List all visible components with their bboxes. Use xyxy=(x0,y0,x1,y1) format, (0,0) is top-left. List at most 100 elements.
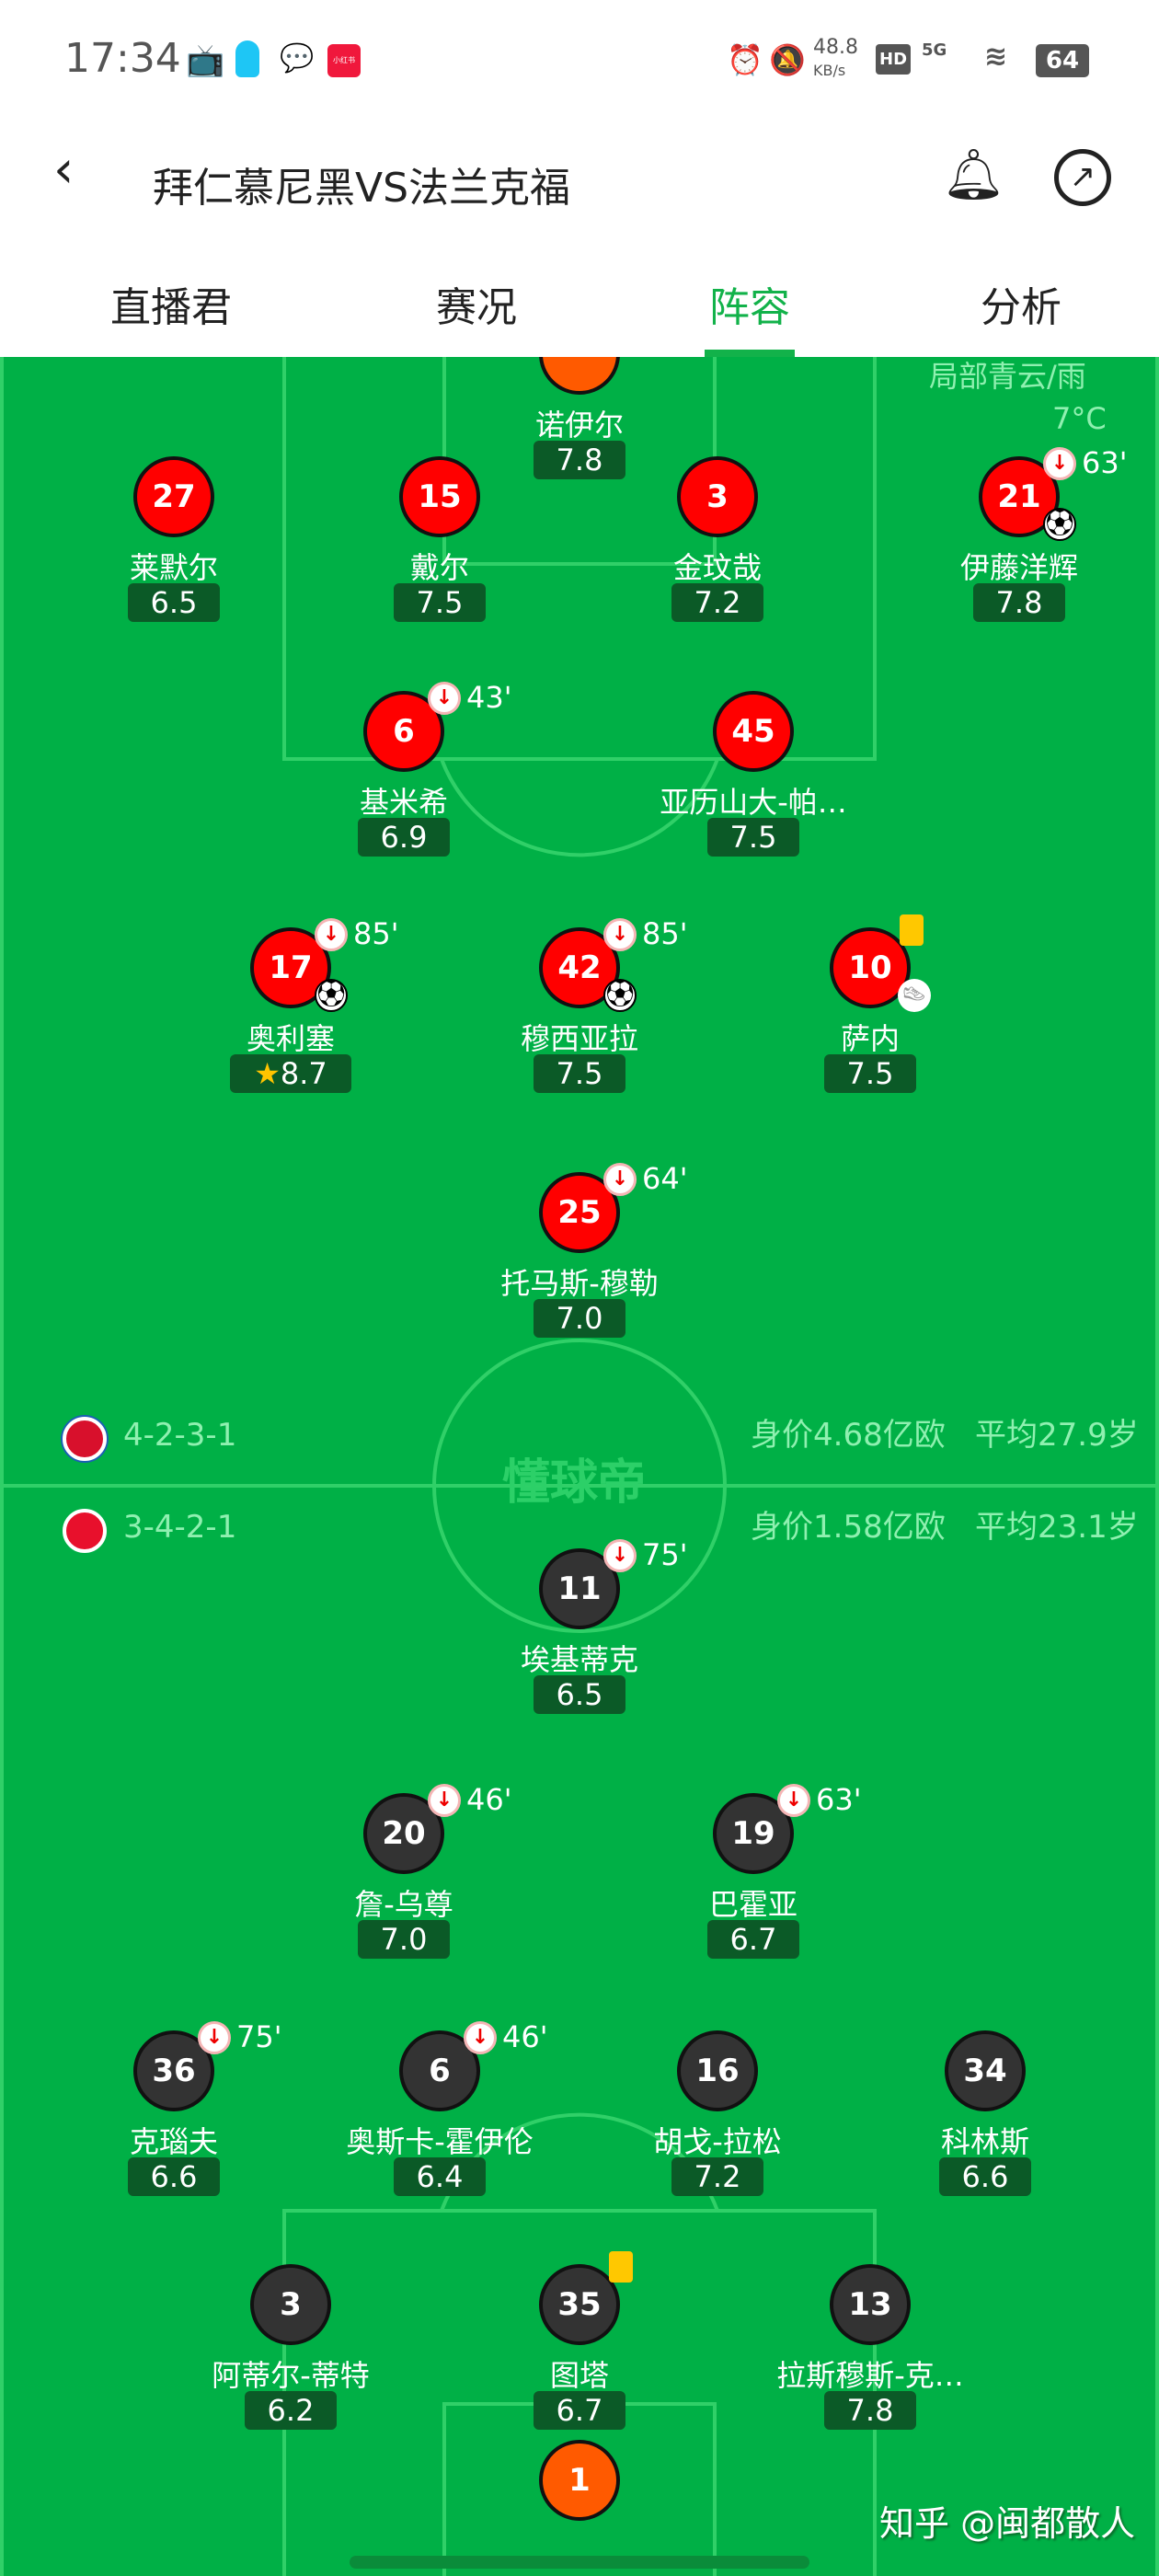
weather-temperature: 7°C xyxy=(1052,401,1107,436)
alarm-icon: ⏰ xyxy=(727,42,763,77)
sub-out-icon: ↓ xyxy=(198,2021,231,2054)
mute-icon: 🔕 xyxy=(769,42,806,77)
goal-ball-icon: ⚽︎ xyxy=(1043,508,1076,541)
sub-minute: 63' xyxy=(1082,445,1128,480)
bell-icon[interactable]: 🔔︎ xyxy=(942,145,1005,203)
sub-minute: 64' xyxy=(642,1161,688,1196)
sub-out-icon: ↓ xyxy=(603,1539,637,1572)
away-formation: 3-4-2-1 xyxy=(123,1509,237,1546)
bayern-logo xyxy=(63,1417,107,1461)
player-name: 诺伊尔 xyxy=(534,408,624,443)
sub-minute: 85' xyxy=(353,916,399,951)
player-rating: 6.4 xyxy=(394,2157,486,2196)
player-name: 阿蒂尔-蒂特 xyxy=(212,2358,370,2393)
player-rating: 6.5 xyxy=(128,583,220,622)
player-name: 埃基蒂克 xyxy=(520,1642,638,1677)
home-indicator xyxy=(350,2556,809,2569)
player-name: 戴尔 xyxy=(409,550,469,585)
share-icon[interactable]: ↗ xyxy=(1054,149,1111,206)
player-rating: 6.6 xyxy=(128,2157,220,2196)
player-rating: 7.5 xyxy=(394,583,486,622)
player-name: 莱默尔 xyxy=(129,550,218,585)
player-rating: 6.5 xyxy=(534,1675,625,1714)
sub-minute: 63' xyxy=(816,1782,862,1817)
zhihu-watermark: 知乎 @闽都散人 xyxy=(879,2503,1136,2544)
player-name: 科林斯 xyxy=(940,2124,1029,2159)
signal-5g-icon: 5G xyxy=(922,40,947,60)
sub-out-icon: ↓ xyxy=(428,1784,461,1817)
player-rating: 7.2 xyxy=(671,583,763,622)
jersey-number: 35 xyxy=(539,2264,620,2345)
net-unit: KB/s xyxy=(813,62,846,79)
home-avg-age: 平均27.9岁 xyxy=(975,1417,1139,1454)
player-rating: 7.8 xyxy=(534,441,625,479)
status-bar: 17:34 📺 💬 小红书 ⏰ 🔕 48.8 KB/s HD 5G ≋ 64 xyxy=(0,0,1159,120)
tab-match[interactable]: 赛况 xyxy=(436,284,517,331)
tab-live[interactable]: 直播君 xyxy=(110,284,232,331)
star-icon: ★ xyxy=(254,1056,281,1091)
wechat-icon: 💬 xyxy=(280,42,315,75)
sub-out-icon: ↓ xyxy=(464,2021,497,2054)
player-rating: 7.2 xyxy=(671,2157,763,2196)
player-name: 基米希 xyxy=(359,785,448,820)
home-formation: 4-2-3-1 xyxy=(123,1417,237,1454)
jersey-number: 3 xyxy=(250,2264,331,2345)
player-name: 图塔 xyxy=(549,2358,609,2393)
jersey-number: 34 xyxy=(945,2030,1026,2111)
player-name: 巴霍亚 xyxy=(708,1887,798,1922)
player-rating: 7.5 xyxy=(707,818,799,857)
jersey-number: 45 xyxy=(713,691,794,772)
sub-out-icon: ↓ xyxy=(315,918,348,951)
player-name: 克瑙夫 xyxy=(129,2124,218,2159)
jersey-number: 11 xyxy=(539,1548,620,1629)
tab-bar: 直播君 赛况 阵容 分析 xyxy=(0,239,1159,357)
jersey-number: 13 xyxy=(830,2264,911,2345)
frankfurt-logo xyxy=(63,1509,107,1553)
tab-lineup[interactable]: 阵容 xyxy=(709,284,790,331)
sub-out-icon: ↓ xyxy=(1043,447,1076,480)
jersey-number: 1 xyxy=(539,2440,620,2521)
player-name: 穆西亚拉 xyxy=(520,1021,638,1056)
sub-minute: 46' xyxy=(502,2019,548,2054)
player-rating: 7.0 xyxy=(534,1299,625,1338)
sub-minute: 75' xyxy=(642,1537,688,1572)
player-name: 金玟哉 xyxy=(672,550,762,585)
home-value: 身价4.68亿欧 xyxy=(751,1417,946,1454)
assist-boot-icon: 👟︎ xyxy=(898,979,931,1012)
player-rating: 7.0 xyxy=(358,1920,450,1959)
away-value: 身价1.58亿欧 xyxy=(751,1509,946,1546)
player-name: 拉斯穆斯-克… xyxy=(776,2358,964,2393)
player-rating: 6.7 xyxy=(707,1920,799,1959)
back-icon[interactable]: ‹ xyxy=(53,140,75,200)
jersey-number: 16 xyxy=(677,2030,758,2111)
yellow-card-icon xyxy=(609,2251,633,2283)
jersey-number: 15 xyxy=(399,456,480,537)
player-rating: 7.8 xyxy=(973,583,1065,622)
player-rating: 7.5 xyxy=(534,1054,625,1093)
jersey-number: 25 xyxy=(539,1172,620,1253)
player-name: 亚历山大-帕… xyxy=(660,785,847,820)
jersey-number: 27 xyxy=(133,456,214,537)
wifi-icon: ≋ xyxy=(984,40,1008,73)
player-name: 胡戈-拉松 xyxy=(653,2124,782,2159)
sub-out-icon: ↓ xyxy=(777,1784,810,1817)
weather-condition: 局部青云/雨 xyxy=(929,359,1086,394)
goal-ball-icon: ⚽︎ xyxy=(603,979,637,1012)
xiaohongshu-icon: 小红书 xyxy=(327,44,361,77)
rating-value: 8.7 xyxy=(280,1056,327,1091)
title-bar: ‹ 拜仁慕尼黑VS法兰克福 🔔︎ ↗ xyxy=(0,120,1159,239)
player-name: 萨内 xyxy=(840,1021,900,1056)
player-rating: 7.5 xyxy=(824,1054,916,1093)
player-rating: ★8.7 xyxy=(230,1054,351,1093)
away-avg-age: 平均23.1岁 xyxy=(975,1509,1139,1546)
hd-icon: HD xyxy=(876,44,912,75)
clock: 17:34 xyxy=(64,35,181,82)
jersey-number: 19 xyxy=(713,1793,794,1874)
player-name: 奥斯卡-霍伊伦 xyxy=(346,2124,534,2159)
sub-minute: 46' xyxy=(466,1782,512,1817)
player-rating: 6.7 xyxy=(534,2391,625,2430)
tab-analysis[interactable]: 分析 xyxy=(981,284,1061,331)
jersey-number: 10 xyxy=(830,927,911,1008)
player-rating: 6.2 xyxy=(245,2391,337,2430)
sub-minute: 75' xyxy=(236,2019,282,2054)
